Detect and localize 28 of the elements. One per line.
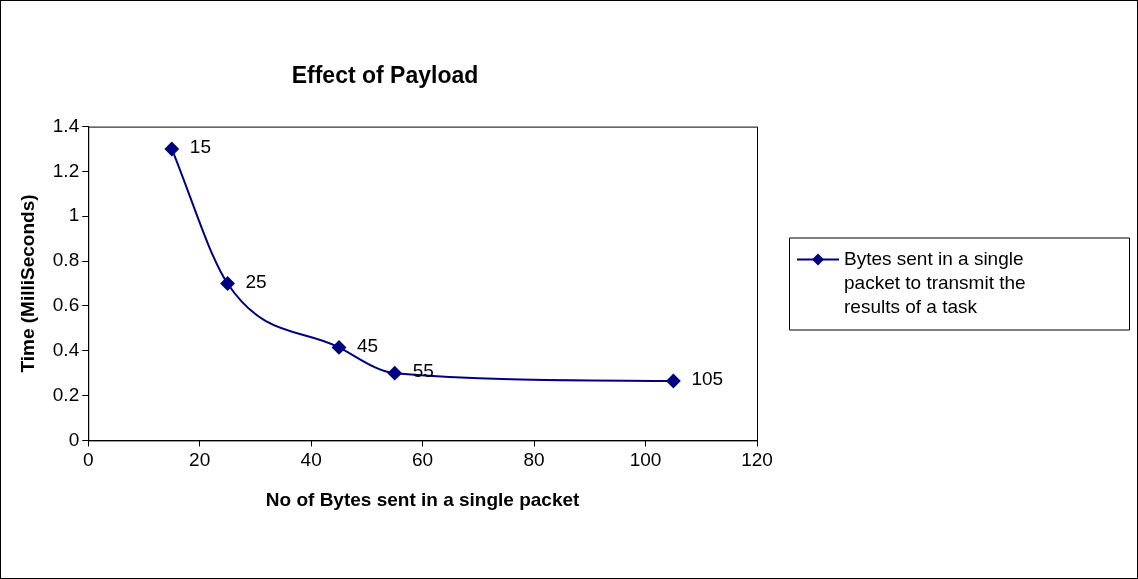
x-tick-label: 120 — [741, 449, 773, 471]
x-axis-title: No of Bytes sent in a single packet — [265, 488, 581, 510]
annotation: 25 — [245, 270, 267, 292]
point — [387, 366, 402, 381]
x-tick-label: 20 — [189, 449, 211, 471]
y-tick-label: 1 — [68, 204, 80, 226]
point — [332, 340, 347, 355]
chart-title: Effect of Payload — [291, 62, 479, 89]
y-tick-label: 1.2 — [52, 159, 80, 181]
y-tick-label: 0.8 — [52, 249, 80, 271]
x-tick-label: 40 — [300, 449, 322, 471]
annotation: 45 — [357, 334, 379, 356]
point — [220, 276, 235, 291]
point — [164, 142, 179, 157]
y-axis-title: Time (MilliSeconds) — [16, 194, 38, 373]
y-tick-label: 1.4 — [52, 114, 80, 136]
x-tick-label: 100 — [629, 449, 662, 471]
y-tick-label: 0.2 — [52, 383, 80, 405]
x-tick-label: 80 — [523, 449, 545, 471]
point — [666, 374, 681, 388]
x-tick-label: 60 — [412, 449, 434, 471]
y-tick-label: 0 — [68, 428, 80, 450]
y-tick-label: 0.6 — [52, 294, 80, 316]
x-tick-label: 0 — [82, 449, 94, 471]
legend-label: Bytes sent in a single packet to transmit the results of a task — [844, 247, 1026, 317]
y-tick-label: 0.4 — [52, 338, 80, 360]
annotation: 105 — [691, 368, 724, 390]
annotation: 15 — [189, 136, 211, 158]
